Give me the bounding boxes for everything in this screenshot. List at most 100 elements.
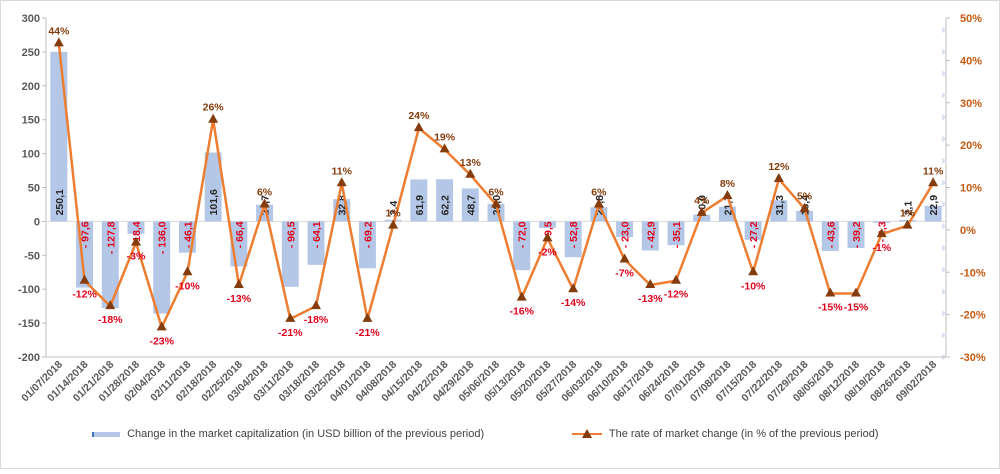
rate-marker [388, 219, 399, 229]
bar [873, 221, 891, 223]
rate-marker [53, 37, 64, 47]
right-tick-label: 30% [960, 98, 982, 110]
rate-value-label: -18% [304, 314, 329, 326]
rate-value-label: -1% [872, 242, 891, 254]
left-tick-label: -150 [18, 318, 40, 330]
rate-value-label: 6% [488, 186, 504, 198]
bar-value-label: 61,9 [414, 195, 426, 216]
bar [281, 221, 299, 287]
rate-value-label: 13% [460, 157, 482, 169]
left-tick-label: -100 [18, 284, 40, 296]
bar [436, 179, 454, 222]
bar-value-label: - 96,5 [285, 221, 297, 248]
bar-value-label: - 66,4 [234, 221, 246, 248]
bar-value-label: - 127,8 [105, 221, 117, 254]
rate-value-label: -2% [538, 246, 557, 258]
rate-marker [311, 300, 321, 310]
rate-value-label: 19% [434, 131, 456, 143]
rate-value-label: -15% [844, 301, 869, 313]
bar [744, 221, 762, 240]
bar-value-label: 101,6 [208, 189, 220, 215]
bar-value-label: - 39,2 [851, 221, 863, 248]
bar [50, 51, 68, 222]
legend-item-bars: Change in the market capitalization (in … [92, 428, 484, 440]
rate-value-label: -3% [127, 251, 146, 263]
chart-legend: Change in the market capitalization (in … [0, 428, 1000, 448]
rate-marker [491, 198, 501, 208]
right-axis-marker [942, 48, 947, 55]
bar-value-label: - 136,0 [157, 221, 169, 254]
bar-value-label: - 72,0 [517, 221, 529, 248]
rate-value-label: -12% [72, 289, 97, 301]
right-tick-label: 50% [960, 13, 982, 25]
bar-value-label: - 23,0 [620, 221, 632, 248]
bar [358, 221, 376, 269]
rate-marker [748, 266, 759, 276]
bar-value-label: - 27,2 [748, 221, 760, 248]
bar [847, 221, 865, 248]
rate-marker [825, 287, 836, 297]
legend-swatch-line [572, 429, 602, 439]
bar [153, 221, 171, 314]
rate-value-label: 4% [694, 195, 710, 207]
bar-value-label: - 97,6 [80, 221, 92, 248]
rate-value-label: -12% [664, 289, 689, 301]
bar [127, 221, 145, 234]
bar [924, 205, 942, 222]
rate-marker [285, 312, 296, 322]
rate-marker [593, 198, 604, 208]
rate-marker [79, 274, 90, 284]
rate-marker [722, 189, 733, 199]
legend-label-bars: Change in the market capitalization (in … [127, 428, 485, 440]
bar [513, 221, 531, 271]
right-axis-marker [942, 310, 947, 317]
bar [564, 221, 582, 258]
bar-value-label: - 52,8 [568, 221, 580, 248]
rate-value-label: 12% [768, 161, 790, 173]
rate-value-label: 24% [408, 110, 430, 122]
rate-marker [362, 312, 373, 322]
rate-marker [696, 206, 707, 216]
right-axis-marker [942, 92, 947, 99]
left-tick-label: -200 [18, 352, 40, 364]
rate-value-label: -14% [561, 297, 586, 309]
rate-value-label: -10% [741, 280, 766, 292]
rate-value-label: 26% [203, 102, 225, 114]
right-tick-label: 0% [960, 225, 976, 237]
rate-marker [131, 236, 141, 246]
rate-marker [233, 278, 244, 288]
rate-marker [105, 300, 116, 310]
rate-value-label: -13% [638, 293, 663, 305]
right-tick-label: -10% [960, 267, 986, 279]
rate-value-label: 44% [48, 25, 70, 37]
rate-marker [619, 253, 630, 263]
rate-marker [851, 287, 861, 297]
rate-value-label: 5% [797, 191, 813, 203]
bar [693, 214, 711, 222]
bar [204, 152, 222, 222]
right-axis-marker [942, 223, 947, 230]
legend-swatch-bars [92, 431, 120, 437]
rate-value-label: -21% [278, 327, 303, 339]
bar-value-label: - 69,2 [362, 221, 374, 248]
left-tick-label: 0 [34, 216, 40, 228]
right-axis-marker [942, 70, 947, 77]
bar-value-label: 250,1 [54, 189, 66, 215]
bar-value-label: 2,1 [902, 201, 914, 216]
rate-marker [568, 283, 579, 293]
bar [796, 210, 814, 222]
bar [667, 221, 685, 246]
right-axis-marker [942, 27, 947, 33]
right-axis-marker [942, 332, 947, 339]
rate-marker [465, 168, 476, 178]
bar [461, 188, 479, 222]
bar [641, 221, 659, 251]
bar-value-label: - 64,1 [311, 221, 323, 248]
right-tick-label: 10% [960, 183, 982, 195]
rate-marker [413, 122, 424, 132]
right-axis-marker [942, 201, 947, 208]
left-tick-label: 50 [28, 183, 40, 195]
rate-marker [156, 321, 167, 331]
